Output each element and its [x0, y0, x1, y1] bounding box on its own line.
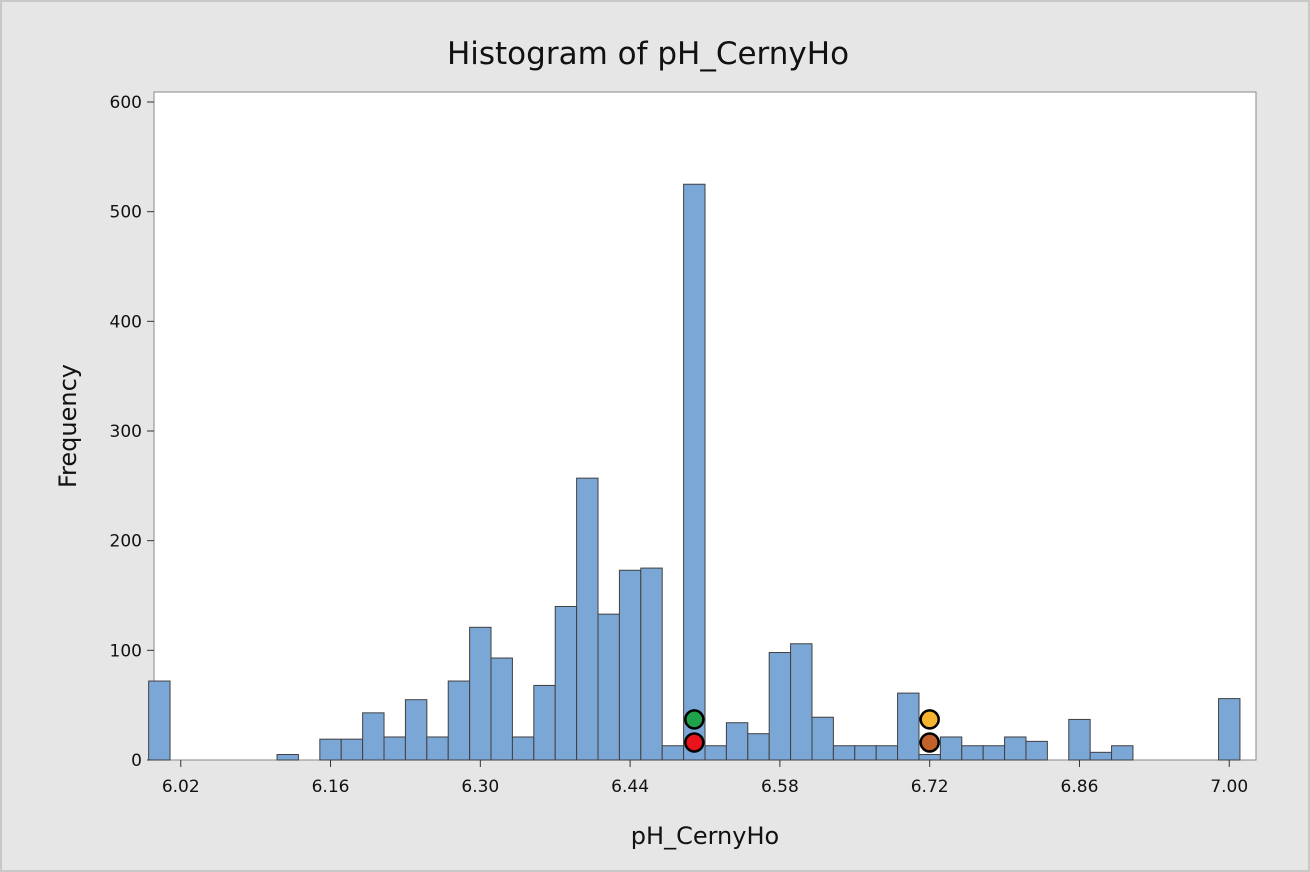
y-tick-label: 200: [110, 532, 142, 552]
x-tick-label: 6.58: [761, 777, 799, 797]
histogram-bar: [1218, 698, 1241, 761]
histogram-bar: [404, 699, 428, 761]
y-axis: 0 100 200 300 400 500 600: [110, 93, 154, 771]
histogram-bar: [576, 477, 599, 761]
histogram-bar: [490, 657, 513, 761]
histogram-bar: [469, 626, 492, 761]
histogram-bar: [854, 745, 877, 761]
histogram-bar: [640, 567, 663, 761]
histogram-bar: [148, 680, 171, 761]
histogram-bar: [1111, 745, 1134, 761]
x-tick-label: 6.86: [1061, 777, 1099, 797]
histogram-bar: [939, 736, 963, 761]
y-tick-label: 0: [131, 751, 142, 771]
histogram-bar: [276, 754, 299, 761]
histogram-bar: [683, 183, 706, 761]
point-marker: [684, 732, 705, 753]
histogram-bar: [661, 745, 685, 761]
y-tick-label: 100: [110, 641, 142, 661]
histogram-bar: [1068, 718, 1091, 761]
histogram-bar: [704, 745, 727, 761]
x-axis: 6.02 6.16 6.30 6.44 6.58 6.72 6.86 7.00: [162, 760, 1248, 797]
x-tick-label: 6.44: [611, 777, 649, 797]
histogram-bar: [597, 613, 620, 761]
x-tick-label: 6.16: [312, 777, 350, 797]
histogram-bar: [768, 652, 792, 761]
histogram-bar: [747, 733, 770, 761]
point-marker: [684, 709, 705, 730]
x-tick-label: 6.72: [911, 777, 949, 797]
histogram-bar: [832, 745, 856, 761]
histogram-bar: [362, 712, 385, 761]
bars-group: [148, 183, 1241, 761]
chart-title: Histogram of pH_CernyHo: [447, 36, 849, 72]
y-tick-label: 300: [110, 422, 142, 442]
histogram-bar: [554, 605, 578, 761]
y-tick-label: 600: [110, 93, 142, 113]
histogram-bar: [511, 736, 535, 761]
histogram-bar: [1004, 736, 1027, 761]
histogram-bar: [982, 745, 1006, 761]
histogram-bar: [447, 680, 471, 761]
histogram-bar: [725, 722, 749, 761]
histogram-bar: [897, 692, 920, 761]
histogram-bar: [811, 716, 834, 761]
histogram-bar: [426, 736, 449, 761]
point-marker: [919, 709, 940, 730]
y-tick-label: 400: [110, 312, 142, 332]
histogram-bar: [319, 738, 342, 761]
histogram-bar: [383, 736, 406, 761]
y-axis-label: Frequency: [54, 364, 82, 488]
x-axis-label: pH_CernyHo: [631, 822, 779, 850]
histogram-bar: [875, 745, 899, 761]
histogram-bar: [533, 684, 556, 761]
markers-group: [684, 709, 940, 753]
histogram-bar: [618, 569, 642, 761]
x-tick-label: 6.30: [461, 777, 499, 797]
x-tick-label: 7.00: [1210, 777, 1248, 797]
histogram-bar: [1089, 751, 1113, 761]
y-tick-label: 500: [110, 203, 142, 223]
point-marker: [919, 732, 940, 753]
histogram-bar: [1025, 740, 1048, 761]
histogram-bar: [340, 738, 364, 761]
histogram-bar: [790, 643, 813, 761]
histogram-bar: [918, 754, 941, 761]
histogram-bar: [961, 745, 984, 761]
x-tick-label: 6.02: [162, 777, 200, 797]
